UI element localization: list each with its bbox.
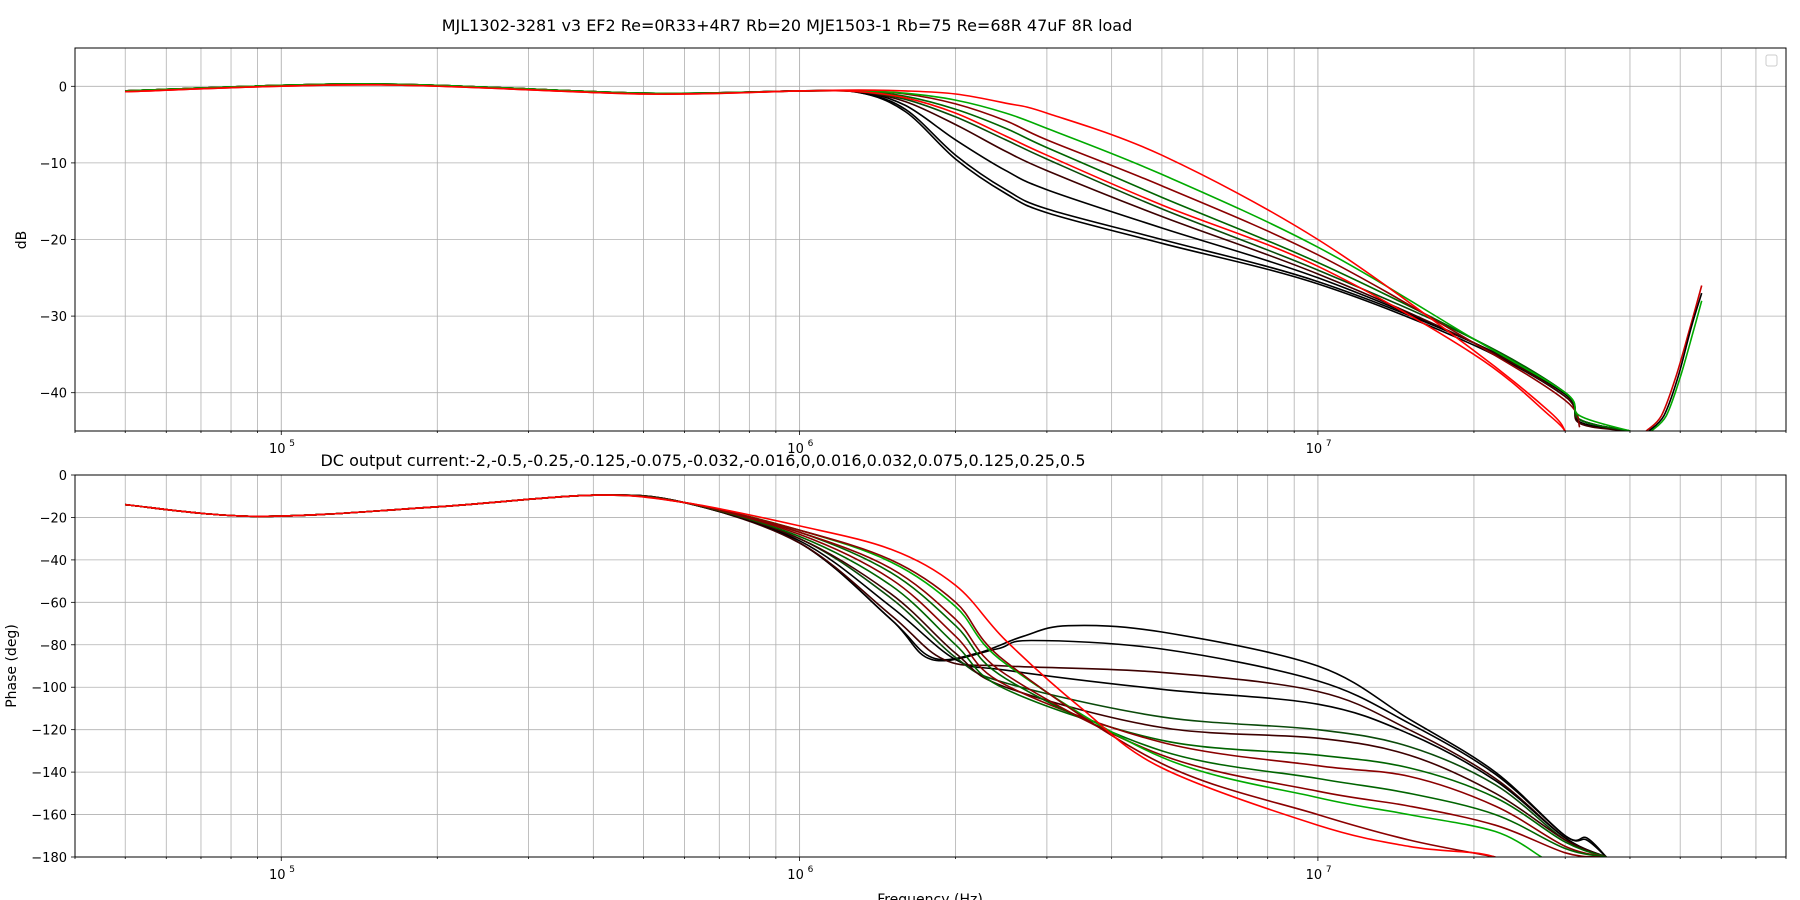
x-tick-exponent: 6 (808, 439, 814, 449)
y-tick-label: −160 (31, 809, 67, 824)
x-tick-exponent: 7 (1326, 439, 1332, 449)
y-tick-label: −20 (40, 511, 67, 526)
y-tick-label: −10 (40, 157, 67, 172)
series-line-11 (1650, 300, 1703, 431)
series-line-12 (1648, 292, 1703, 431)
series-line-12 (125, 494, 1496, 857)
y-tick-label: −140 (31, 766, 67, 781)
x-tick-label: 10 (787, 868, 804, 883)
y-tick-label: 0 (59, 469, 67, 484)
x-tick-label: 10 (269, 442, 286, 457)
y-tick-label: 0 (59, 80, 67, 95)
phase-series-group (125, 494, 1607, 857)
x-tick-label: 10 (1306, 442, 1323, 457)
phase-panel-title: DC output current:-2,-0.5,-0.25,-0.125,-… (320, 451, 1085, 470)
series-line-7 (125, 83, 1631, 431)
x-tick-label: 10 (269, 868, 286, 883)
phase-y-axis-label: Phase (deg) (4, 624, 20, 708)
y-tick-label: −40 (40, 554, 67, 569)
magnitude-panel-title: MJL1302-3281 v3 EF2 Re=0R33+4R7 Rb=20 MJ… (442, 16, 1133, 35)
series-line-10 (1645, 285, 1703, 431)
x-tick-exponent: 5 (289, 439, 295, 449)
magnitude-series-group (125, 83, 1703, 431)
y-tick-label: −100 (31, 681, 67, 696)
magnitude-y-axis-label: dB (14, 231, 30, 250)
legend-box (1765, 54, 1778, 67)
y-tick-label: −40 (40, 387, 67, 402)
magnitude-panel: MJL1302-3281 v3 EF2 Re=0R33+4R7 Rb=20 MJ… (14, 16, 1787, 457)
x-axis-label: Frequency (Hz) (877, 892, 983, 900)
y-tick-label: −30 (40, 310, 67, 325)
x-tick-exponent: 7 (1326, 865, 1332, 875)
y-tick-label: −180 (31, 851, 67, 866)
y-tick-label: −120 (31, 724, 67, 739)
y-tick-label: −20 (40, 234, 67, 249)
series-line-9 (125, 83, 1566, 431)
x-tick-exponent: 5 (289, 865, 295, 875)
x-tick-exponent: 6 (808, 865, 814, 875)
y-tick-label: −60 (40, 596, 67, 611)
x-tick-label: 10 (1306, 868, 1323, 883)
y-tick-label: −80 (40, 639, 67, 654)
phase-axes-frame (74, 474, 1787, 858)
x-tick-label: 10 (787, 442, 804, 457)
phase-panel: DC output current:-2,-0.5,-0.25,-0.125,-… (4, 451, 1787, 900)
